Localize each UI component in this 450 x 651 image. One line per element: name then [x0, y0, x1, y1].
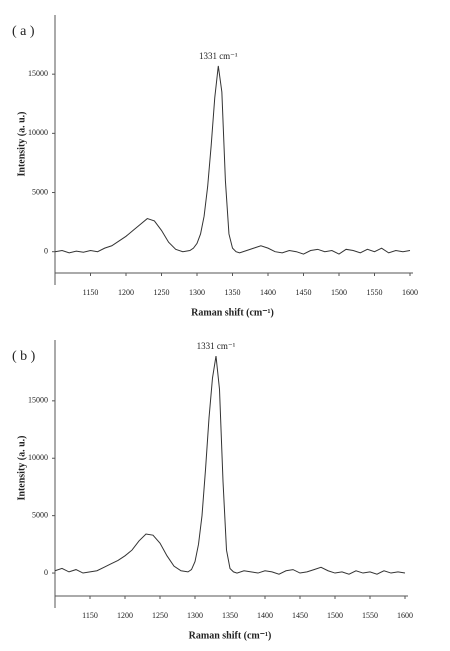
- x-tick-label: 1200: [118, 288, 134, 297]
- x-tick-label: 1450: [296, 288, 312, 297]
- x-tick-label: 1500: [327, 611, 343, 620]
- panel-label: ( b ): [12, 349, 36, 364]
- x-tick-label: 1350: [222, 611, 238, 620]
- y-tick-label: 10000: [28, 128, 48, 137]
- y-tick-label: 10000: [28, 453, 48, 462]
- x-tick-label: 1400: [257, 611, 273, 620]
- x-tick-label: 1600: [402, 288, 418, 297]
- x-tick-label: 1550: [362, 611, 378, 620]
- x-tick-label: 1150: [83, 288, 99, 297]
- y-tick-label: 5000: [32, 187, 48, 196]
- y-tick-label: 0: [44, 247, 48, 256]
- x-tick-label: 1500: [331, 288, 347, 297]
- x-tick-label: 1200: [117, 611, 133, 620]
- x-axis-label: Raman shift (cm⁻¹): [191, 307, 274, 318]
- spectrum-line: [54, 355, 406, 575]
- x-tick-label: 1250: [152, 611, 168, 620]
- peak-annotation: 1331 cm⁻¹: [199, 51, 238, 61]
- x-tick-label: 1300: [189, 288, 205, 297]
- x-tick-label: 1350: [225, 288, 241, 297]
- y-axis-label: Intensity (a. u.): [16, 111, 27, 176]
- x-axis-label: Raman shift (cm⁻¹): [189, 630, 272, 641]
- x-tick-label: 1600: [397, 611, 413, 620]
- y-tick-label: 15000: [28, 396, 48, 405]
- x-tick-label: 1150: [82, 611, 98, 620]
- spectrum-line: [54, 65, 411, 255]
- x-tick-label: 1250: [154, 288, 170, 297]
- x-tick-label: 1300: [187, 611, 203, 620]
- x-tick-label: 1400: [260, 288, 276, 297]
- x-tick-label: 1550: [367, 288, 383, 297]
- panel-label: ( a ): [12, 24, 35, 39]
- peak-annotation: 1331 cm⁻¹: [197, 341, 236, 351]
- x-tick-label: 1450: [292, 611, 308, 620]
- y-tick-label: 15000: [28, 69, 48, 78]
- y-axis-label: Intensity (a. u.): [16, 435, 27, 500]
- y-tick-label: 0: [44, 568, 48, 577]
- y-tick-label: 5000: [32, 510, 48, 519]
